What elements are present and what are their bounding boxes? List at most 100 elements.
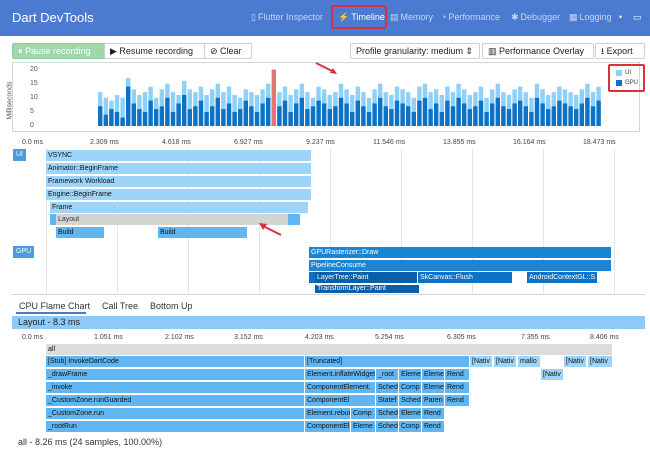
- tab-call-tree[interactable]: Call Tree: [102, 301, 139, 311]
- gpu-frame-bar[interactable]: [439, 111, 444, 126]
- flame-node[interactable]: ComponentElement.: [305, 382, 375, 393]
- flame-node[interactable]: Sched: [399, 395, 421, 406]
- gpu-frame-bar[interactable]: [249, 106, 254, 126]
- flame-node[interactable]: Eleme: [422, 369, 444, 380]
- flame-node[interactable]: Rend: [445, 395, 469, 406]
- ui-frame-bar[interactable]: [232, 95, 237, 126]
- flame-node[interactable]: [Nativ: [494, 356, 516, 367]
- gpu-frame-bar[interactable]: [221, 109, 226, 126]
- flame-node[interactable]: [Nativ: [588, 356, 612, 367]
- frame-chart[interactable]: [12, 62, 640, 132]
- gpu-frame-bar[interactable]: [103, 114, 108, 126]
- timeline-event[interactable]: LayerTree::Paint: [315, 272, 417, 283]
- ui-frame-bar[interactable]: [187, 89, 192, 126]
- flame-node[interactable]: [Truncated]: [305, 356, 469, 367]
- flame-node[interactable]: Sched: [376, 408, 398, 419]
- flame-node[interactable]: Statef: [376, 395, 398, 406]
- flame-node[interactable]: Element.inflateWidget: [305, 369, 375, 380]
- timeline-event[interactable]: Framework Workload: [46, 176, 311, 187]
- gpu-frame-bar[interactable]: [383, 106, 388, 126]
- gpu-frame-bar[interactable]: [534, 97, 540, 126]
- resume-recording-button[interactable]: ▶ Resume recording: [104, 43, 206, 59]
- flame-node[interactable]: _root: [376, 369, 398, 380]
- tab-memory[interactable]: ▤ Memory: [390, 12, 434, 22]
- gpu-frame-bar[interactable]: [142, 111, 148, 126]
- gpu-frame-bar[interactable]: [193, 106, 198, 126]
- export-button[interactable]: ⭳ Export: [595, 43, 645, 59]
- timeline-event[interactable]: Frame: [50, 202, 308, 213]
- ui-frame-bar[interactable]: [305, 92, 310, 126]
- gpu-frame-bar[interactable]: [238, 109, 243, 126]
- gpu-frame-bar[interactable]: [277, 106, 282, 126]
- gpu-frame-bar[interactable]: [187, 109, 192, 126]
- gpu-frame-bar[interactable]: [170, 111, 176, 126]
- gpu-frame-bar[interactable]: [501, 106, 506, 126]
- gpu-frame-bar[interactable]: [590, 106, 596, 126]
- timeline-event[interactable]: PipelineConsume: [309, 260, 611, 271]
- more-icon[interactable]: •: [619, 12, 623, 22]
- gpu-frame-bar[interactable]: [529, 111, 534, 126]
- gpu-frame-bar[interactable]: [148, 100, 153, 126]
- gpu-frame-bar[interactable]: [422, 97, 428, 126]
- gpu-frame-bar[interactable]: [299, 97, 304, 126]
- gpu-frame-bar[interactable]: [114, 111, 120, 126]
- gpu-frame-bar[interactable]: [204, 111, 209, 126]
- gpu-frame-bar[interactable]: [131, 103, 136, 126]
- gpu-frame-bar[interactable]: [551, 106, 556, 126]
- gpu-frame-bar[interactable]: [585, 97, 590, 126]
- ui-frame-bar[interactable]: [142, 92, 148, 126]
- gpu-frame-bar[interactable]: [490, 103, 495, 126]
- flame-node[interactable]: mallo: [518, 356, 540, 367]
- flame-node[interactable]: ComponentEl: [305, 421, 350, 432]
- gpu-frame-bar[interactable]: [434, 103, 439, 126]
- gpu-frame-bar[interactable]: [310, 106, 316, 126]
- gpu-frame-bar[interactable]: [137, 109, 142, 126]
- timeline-event[interactable]: SkCanvas::Flush: [418, 272, 512, 283]
- gpu-frame-bar[interactable]: [417, 100, 422, 126]
- gpu-frame-bar[interactable]: [462, 103, 467, 126]
- gpu-frame-bar[interactable]: [484, 111, 489, 126]
- gpu-frame-bar[interactable]: [165, 97, 170, 126]
- gpu-frame-bar[interactable]: [478, 100, 484, 126]
- tab-debugger[interactable]: ✱ Debugger: [511, 12, 561, 22]
- flame-node[interactable]: Rend: [445, 382, 469, 393]
- flame-node[interactable]: Eleme: [399, 369, 421, 380]
- gpu-frame-bar[interactable]: [389, 109, 394, 126]
- gpu-frame-bar[interactable]: [288, 111, 293, 126]
- performance-overlay-button[interactable]: ▥ Performance Overlay: [482, 43, 594, 59]
- gpu-frame-bar[interactable]: [210, 106, 215, 126]
- gpu-frame-bar[interactable]: [355, 100, 360, 126]
- ui-frame-bar[interactable]: [350, 95, 355, 126]
- gpu-frame-bar[interactable]: [282, 100, 288, 126]
- gpu-frame-bar[interactable]: [366, 111, 372, 126]
- gpu-frame-bar[interactable]: [305, 109, 310, 126]
- gpu-frame-bar[interactable]: [333, 106, 338, 126]
- ui-frame-bar[interactable]: [120, 97, 125, 126]
- ui-frame-bar[interactable]: [288, 95, 293, 126]
- timeline-event-selected[interactable]: Layout: [56, 214, 288, 225]
- gpu-frame-bar[interactable]: [523, 106, 528, 126]
- timeline-event[interactable]: VSYNC: [46, 150, 311, 161]
- flame-node[interactable]: _drawFrame: [46, 369, 304, 380]
- timeline-event[interactable]: [288, 214, 300, 225]
- ui-frame-bar[interactable]: [170, 92, 176, 126]
- tab-flutter-inspector[interactable]: ▯ Flutter Inspector: [251, 12, 323, 22]
- flame-node[interactable]: _CustomZone.run: [46, 408, 304, 419]
- flame-node[interactable]: _CustomZone.runGuarded: [46, 395, 304, 406]
- gpu-frame-bar[interactable]: [394, 100, 400, 126]
- flame-node[interactable]: [Nativ: [564, 356, 586, 367]
- timeline-event[interactable]: Engine::BeginFrame: [46, 189, 311, 200]
- flame-node[interactable]: Comp: [351, 408, 375, 419]
- gpu-frame-bar[interactable]: [579, 103, 584, 126]
- gpu-frame-bar[interactable]: [98, 106, 103, 126]
- gpu-frame-bar[interactable]: [361, 106, 366, 126]
- flame-node[interactable]: Sched: [376, 382, 398, 393]
- gpu-frame-bar[interactable]: [344, 103, 349, 126]
- gpu-frame-bar[interactable]: [546, 109, 551, 126]
- gpu-frame-bar[interactable]: [316, 100, 321, 126]
- ui-frame-bar[interactable]: [254, 95, 260, 126]
- gpu-frame-bar[interactable]: [226, 103, 232, 126]
- gpu-frame-bar[interactable]: [322, 103, 327, 126]
- frame-bars[interactable]: [42, 64, 602, 128]
- gpu-frame-bar[interactable]: [176, 103, 181, 126]
